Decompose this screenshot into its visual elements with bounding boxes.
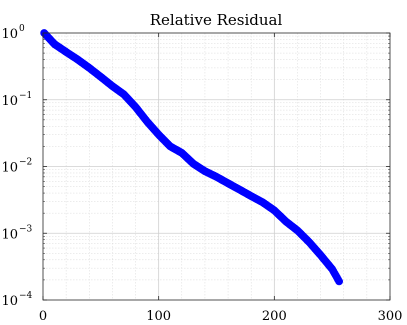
series-line <box>40 29 344 286</box>
y-tick-label: 10 <box>1 227 18 242</box>
y-tick-base: 10 <box>1 227 18 242</box>
y-tick-base: 10 <box>1 294 18 309</box>
y-tick-base: 10 <box>1 161 18 176</box>
y-tick-base: 10 <box>1 94 18 109</box>
y-tick-exponent: −2 <box>19 158 32 168</box>
y-tick-exponent: −4 <box>19 291 33 301</box>
x-tick-label: 100 <box>146 309 171 324</box>
y-tick-base: 10 <box>1 27 18 42</box>
x-tick-label: 200 <box>262 309 287 324</box>
y-tick-label: 10 <box>1 294 18 309</box>
data-point <box>335 277 344 286</box>
y-tick-label: 10 <box>1 94 18 109</box>
axis-ticks <box>42 32 391 301</box>
x-tick-label: 0 <box>39 309 47 324</box>
y-tick-exponent: −3 <box>19 224 33 234</box>
y-tick-label: 10 <box>1 161 18 176</box>
x-axis-labels: 0 100 200 300 <box>39 309 403 324</box>
y-tick-label: 10 <box>1 27 18 42</box>
major-grid <box>43 33 390 300</box>
x-tick-label: 300 <box>378 309 403 324</box>
y-tick-exponent: −1 <box>19 91 32 101</box>
chart-title: Relative Residual <box>150 11 283 29</box>
y-tick-exponent: 0 <box>19 24 25 34</box>
